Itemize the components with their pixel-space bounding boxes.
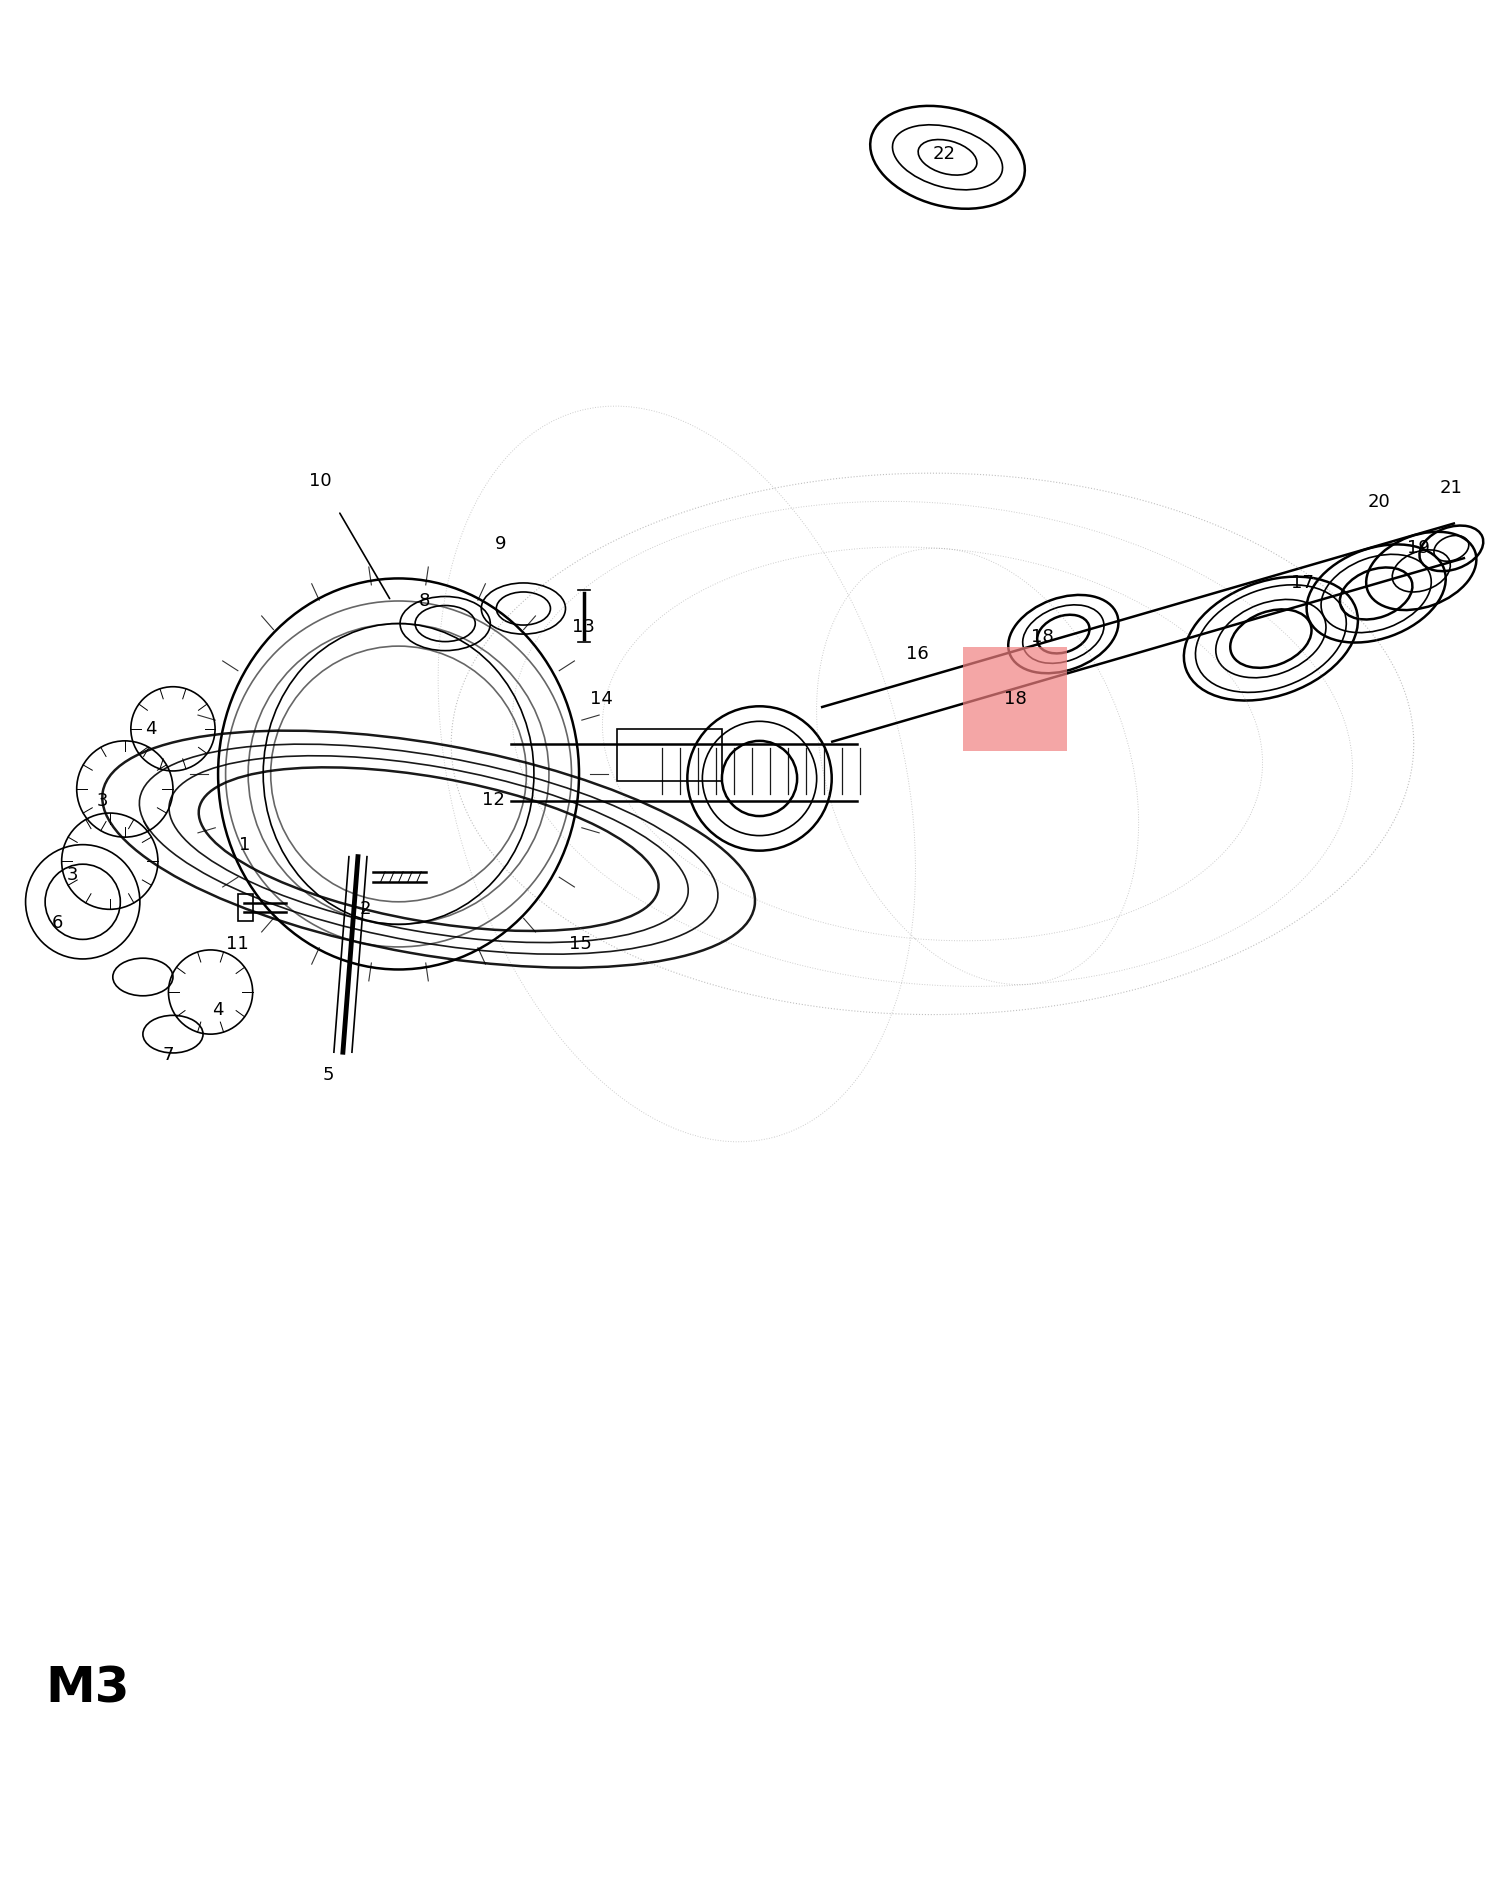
Text: 7: 7 [162, 1046, 174, 1065]
Text: 13: 13 [572, 618, 596, 635]
Text: 10: 10 [308, 472, 332, 489]
Text: 3: 3 [66, 865, 78, 884]
Text: 5: 5 [322, 1065, 334, 1084]
Text: 1: 1 [239, 835, 251, 854]
Text: 4: 4 [144, 719, 156, 738]
Text: 21: 21 [1439, 479, 1463, 496]
Text: 9: 9 [495, 534, 507, 553]
Text: 19: 19 [1406, 540, 1430, 557]
FancyBboxPatch shape [964, 647, 1066, 751]
Text: 14: 14 [590, 690, 614, 708]
Text: 22: 22 [932, 145, 957, 164]
Text: 4: 4 [212, 1000, 224, 1019]
Text: 16: 16 [905, 645, 929, 662]
Text: 18: 18 [1030, 628, 1054, 647]
Text: 15: 15 [569, 936, 593, 953]
Text: 18: 18 [1003, 690, 1027, 708]
Text: 17: 17 [1290, 574, 1314, 592]
Text: 8: 8 [418, 592, 430, 611]
Text: 11: 11 [226, 936, 250, 953]
Bar [238, 894, 253, 921]
Text: 20: 20 [1367, 493, 1391, 512]
Text: 2: 2 [359, 900, 371, 919]
Text: 6: 6 [51, 913, 63, 932]
Text: 12: 12 [481, 791, 505, 808]
Text: opel - 91146236    N - 18: opel - 91146236 N - 18 [460, 1822, 1044, 1858]
Text: 3: 3 [96, 791, 108, 810]
Text: M3: M3 [45, 1664, 129, 1712]
